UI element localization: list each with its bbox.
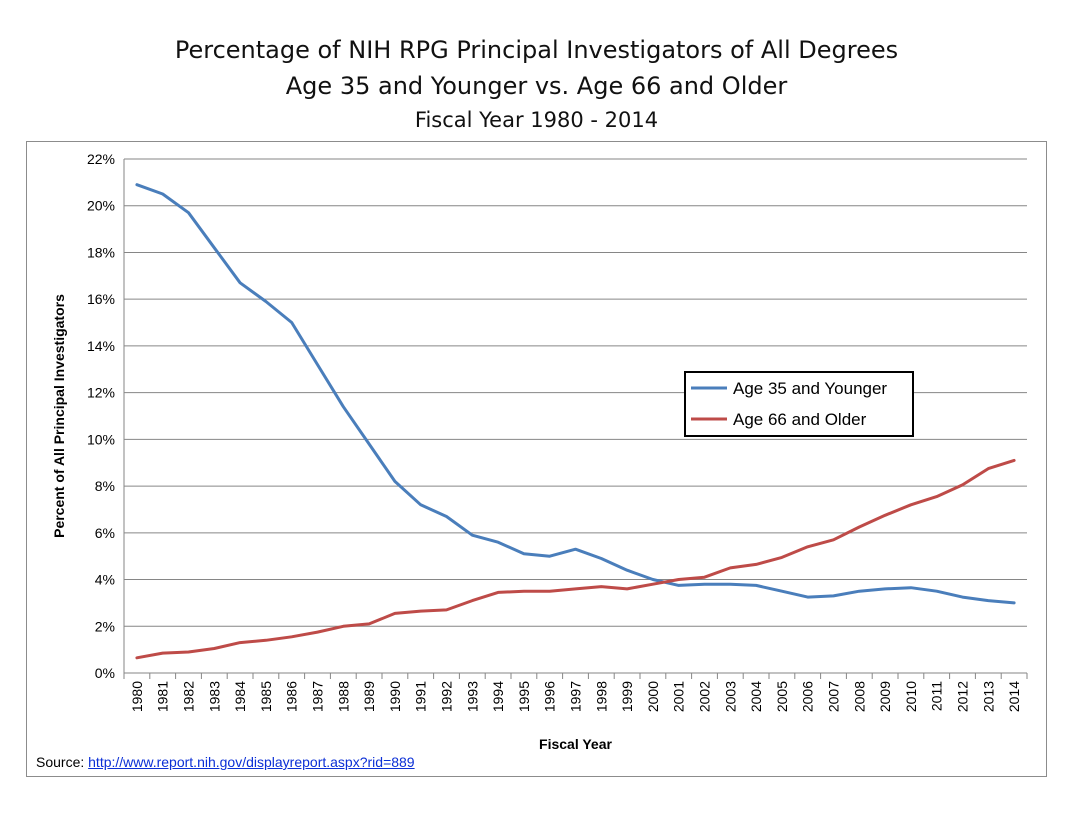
y-tick-label: 22% <box>87 151 115 167</box>
legend-label: Age 66 and Older <box>733 410 867 429</box>
y-tick-label: 2% <box>95 618 115 634</box>
y-tick-label: 14% <box>87 338 115 354</box>
legend-label: Age 35 and Younger <box>733 379 887 398</box>
x-tick-label: 1997 <box>568 681 584 712</box>
source-label: Source: <box>36 754 89 770</box>
series-line <box>135 183 1016 605</box>
x-tick-label: 2000 <box>645 681 661 712</box>
x-tick-label: 1987 <box>310 681 326 712</box>
x-tick-label: 2010 <box>903 681 919 712</box>
y-tick-label: 20% <box>87 198 115 214</box>
y-tick-label: 6% <box>95 525 115 541</box>
legend-box <box>684 371 914 437</box>
x-tick-label: 2001 <box>671 681 687 712</box>
x-tick-label: 2007 <box>826 681 842 712</box>
x-tick-label: 1994 <box>490 681 506 712</box>
x-tick-label: 1988 <box>335 681 351 712</box>
source-note: Source: http://www.report.nih.gov/displa… <box>36 754 415 770</box>
x-tick-label: 1991 <box>413 681 429 712</box>
x-tick-label: 2009 <box>877 681 893 712</box>
x-tick-label: 1995 <box>516 681 532 712</box>
y-tick-label: 16% <box>87 291 115 307</box>
x-tick-label: 1986 <box>284 681 300 712</box>
x-tick-label: 2011 <box>929 681 945 711</box>
x-tick-label: 2013 <box>980 681 996 712</box>
y-tick-label: 0% <box>95 665 115 681</box>
x-tick-label: 1999 <box>619 681 635 712</box>
x-tick-label: 1993 <box>464 681 480 712</box>
line-chart: 0% 2% 4% 6% 8% 10% 12% 14% 16% 18% 20% 22% 1980 1981 1… <box>51 151 1028 752</box>
x-tick-label: 2002 <box>697 681 713 712</box>
x-tick-label: 2003 <box>722 681 738 712</box>
x-tick-label: 1985 <box>258 681 274 712</box>
source-link[interactable]: http://www.report.nih.gov/displayreport.… <box>88 754 415 770</box>
chart-subtitle: Age 35 and Younger vs. Age 66 and Older <box>285 72 788 100</box>
y-tick-label: 12% <box>87 385 115 401</box>
chart-frame: 0% 2% 4% 6% 8% 10% 12% 14% 16% 18% 20% 22% 1980 1981 1… <box>26 141 1047 777</box>
x-tick-label: 1984 <box>232 681 248 712</box>
y-tick-label: 18% <box>87 244 115 260</box>
x-tick-label: 2012 <box>955 681 971 712</box>
chart-subtitle-fiscal-year: Fiscal Year 1980 - 2014 <box>414 108 659 132</box>
chart-titles: Percentage of NIH RPG Principal Investig… <box>0 32 1073 136</box>
y-tick-label: 10% <box>87 431 115 447</box>
y-axis-title: Percent of All Principal Investigators <box>51 294 67 538</box>
x-tick-label: 1982 <box>181 681 197 712</box>
x-tick-label: 1980 <box>129 681 145 712</box>
chart-title: Percentage of NIH RPG Principal Investig… <box>174 36 899 64</box>
x-tick-label: 1981 <box>155 681 171 712</box>
y-tick-label: 4% <box>95 572 115 588</box>
x-tick-label: 2005 <box>774 681 790 712</box>
series-line <box>135 458 1016 660</box>
x-tick-label: 2008 <box>851 681 867 712</box>
x-axis-title: Fiscal Year <box>539 736 612 752</box>
x-tick-label: 2014 <box>1006 681 1022 712</box>
x-tick-label: 2006 <box>800 681 816 712</box>
x-tick-label: 2004 <box>748 681 764 712</box>
x-tick-label: 1983 <box>206 681 222 712</box>
y-tick-label: 8% <box>95 478 115 494</box>
x-tick-label: 1996 <box>542 681 558 712</box>
x-tick-label: 1998 <box>593 681 609 712</box>
x-tick-label: 1990 <box>387 681 403 712</box>
x-tick-label: 1989 <box>361 681 377 712</box>
x-tick-label: 1992 <box>439 681 455 712</box>
